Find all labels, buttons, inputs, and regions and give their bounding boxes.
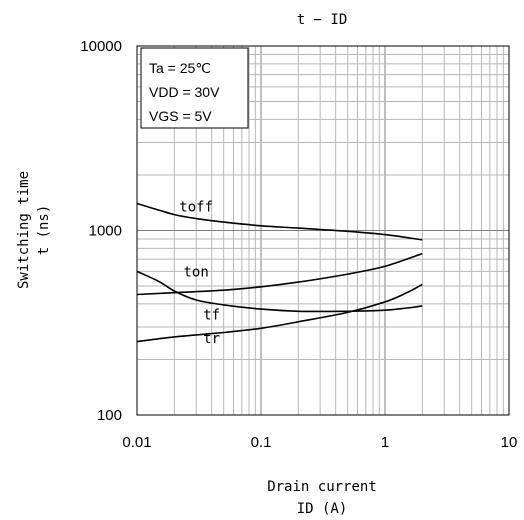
conditions-box-frame [140,47,249,129]
condition-ta: Ta = 25℃ [149,60,211,76]
series-label-ton: ton [184,265,209,281]
condition-vdd: VDD = 30V [149,84,220,100]
y-tick-label: 100 [97,407,122,424]
chart-title: t − ID [297,12,348,28]
series-line-tr [136,283,423,343]
y-tick-label: 1000 [89,223,122,240]
x-axis-title-line2: ID (A) [297,501,348,517]
x-tick-label: 0.1 [251,434,272,451]
series-label-tf: tf [203,307,220,323]
series-line-toff [136,202,423,241]
series-layer: toff ton tf tr [136,199,423,347]
y-tick-label: 10000 [80,38,122,55]
x-axis-title-line1: Drain current [267,479,377,495]
x-tick-labels: 0.01 0.1 1 10 [122,434,517,451]
conditions-box: Ta = 25℃ VDD = 30V VGS = 5V [140,47,249,129]
condition-vgs: VGS = 5V [149,108,212,124]
y-axis-title-line2: t (ns) [36,205,52,256]
y-axis-title: Switching time [16,171,32,289]
y-axis-title-line1: Switching time [16,171,32,289]
y-axis-title-2: t (ns) [36,205,52,256]
series-line-tf [136,270,423,313]
series-label-tr: tr [203,331,220,347]
x-tick-label: 1 [381,434,389,451]
series-label-toff: toff [179,199,213,215]
plot-frame [136,45,510,416]
y-tick-labels: 100 1000 10000 [80,38,122,424]
x-tick-label: 0.01 [122,434,151,451]
x-tick-label: 10 [501,434,518,451]
